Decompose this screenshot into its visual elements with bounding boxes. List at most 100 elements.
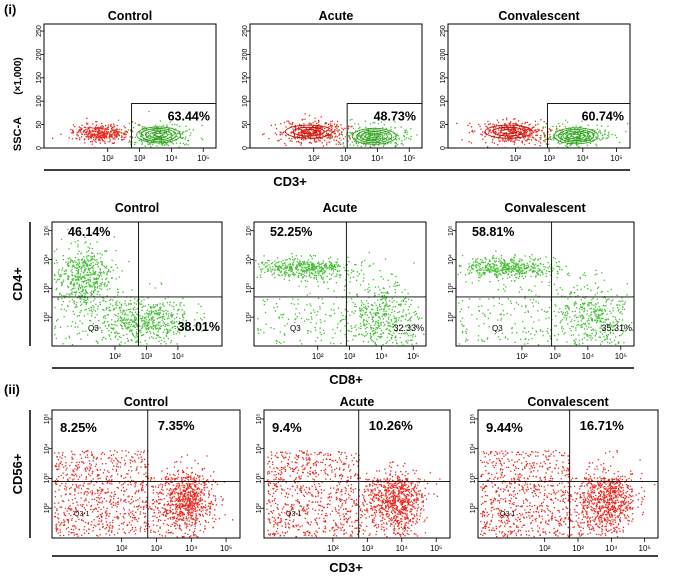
data-point bbox=[284, 271, 286, 274]
data-point bbox=[602, 321, 604, 323]
data-point bbox=[513, 128, 515, 130]
data-point bbox=[468, 263, 470, 265]
data-point bbox=[275, 262, 277, 264]
data-point bbox=[499, 132, 501, 134]
data-point bbox=[599, 336, 601, 339]
data-point bbox=[324, 266, 326, 268]
data-point bbox=[385, 313, 387, 315]
data-point bbox=[339, 276, 341, 278]
data-point bbox=[601, 134, 604, 137]
data-point bbox=[296, 135, 298, 138]
data-point bbox=[278, 261, 280, 263]
data-point bbox=[283, 267, 285, 269]
data-point bbox=[116, 300, 118, 302]
data-point bbox=[507, 127, 510, 129]
data-point bbox=[574, 128, 576, 130]
data-point bbox=[133, 321, 135, 323]
data-point bbox=[155, 328, 157, 330]
data-point bbox=[288, 279, 290, 281]
data-point bbox=[153, 319, 156, 321]
data-point bbox=[94, 259, 96, 261]
data-point bbox=[309, 292, 311, 295]
data-point bbox=[74, 241, 77, 243]
data-point bbox=[142, 320, 144, 322]
data-point bbox=[591, 304, 593, 306]
data-point bbox=[579, 316, 582, 318]
data-point bbox=[172, 326, 174, 328]
data-point bbox=[511, 135, 513, 138]
data-point bbox=[388, 308, 390, 310]
data-point bbox=[303, 263, 305, 265]
data-point bbox=[590, 335, 592, 337]
data-point bbox=[566, 314, 568, 316]
data-point bbox=[182, 131, 184, 133]
gate-percent-label: 48.73% bbox=[374, 110, 416, 124]
data-point bbox=[319, 267, 322, 269]
data-point bbox=[108, 133, 111, 135]
data-point bbox=[344, 136, 346, 138]
data-point bbox=[77, 326, 79, 328]
data-point bbox=[496, 264, 498, 267]
data-point bbox=[500, 257, 503, 259]
data-point bbox=[284, 267, 286, 269]
data-point bbox=[409, 318, 411, 320]
data-point bbox=[154, 310, 157, 312]
data-point bbox=[583, 309, 586, 311]
data-point bbox=[91, 257, 93, 260]
data-point bbox=[351, 125, 353, 128]
data-point bbox=[605, 319, 608, 321]
data-point bbox=[365, 140, 367, 142]
data-point bbox=[295, 255, 297, 257]
data-point bbox=[320, 263, 322, 265]
data-point bbox=[129, 299, 131, 302]
data-point bbox=[500, 254, 503, 257]
data-point bbox=[518, 120, 520, 122]
data-point bbox=[603, 305, 605, 307]
data-point bbox=[364, 313, 366, 316]
data-point bbox=[297, 303, 299, 305]
data-point bbox=[410, 303, 412, 306]
data-point bbox=[479, 125, 481, 128]
data-point bbox=[531, 270, 533, 272]
data-point bbox=[479, 276, 481, 278]
data-point bbox=[105, 285, 108, 287]
data-point bbox=[313, 129, 315, 131]
data-point bbox=[375, 344, 377, 346]
data-point bbox=[471, 126, 473, 128]
data-point bbox=[621, 297, 623, 299]
data-point bbox=[159, 313, 161, 315]
data-point bbox=[371, 327, 373, 329]
data-point bbox=[567, 137, 569, 139]
data-point bbox=[100, 273, 102, 275]
data-point bbox=[547, 262, 549, 264]
data-point bbox=[170, 342, 172, 344]
data-point bbox=[324, 320, 326, 322]
data-point bbox=[580, 299, 582, 301]
data-point bbox=[393, 300, 395, 302]
data-point bbox=[600, 325, 602, 328]
data-point bbox=[158, 313, 160, 316]
data-point bbox=[312, 309, 315, 311]
data-point bbox=[156, 304, 158, 307]
data-point bbox=[76, 134, 78, 136]
data-point bbox=[182, 316, 184, 318]
data-point bbox=[285, 135, 287, 137]
data-point bbox=[302, 273, 304, 276]
data-point bbox=[513, 261, 515, 263]
data-point bbox=[118, 129, 120, 131]
data-point bbox=[80, 132, 82, 134]
data-point bbox=[160, 343, 162, 345]
data-point bbox=[82, 276, 85, 278]
data-point bbox=[115, 249, 117, 252]
data-point bbox=[321, 268, 323, 270]
data-point bbox=[531, 127, 533, 129]
data-point bbox=[178, 308, 180, 311]
data-point bbox=[63, 279, 65, 281]
data-point bbox=[603, 336, 605, 338]
data-point bbox=[309, 128, 311, 130]
data-point bbox=[381, 295, 383, 297]
data-point bbox=[342, 142, 344, 144]
data-point bbox=[301, 136, 303, 138]
data-point bbox=[482, 273, 484, 275]
data-point bbox=[566, 306, 569, 308]
